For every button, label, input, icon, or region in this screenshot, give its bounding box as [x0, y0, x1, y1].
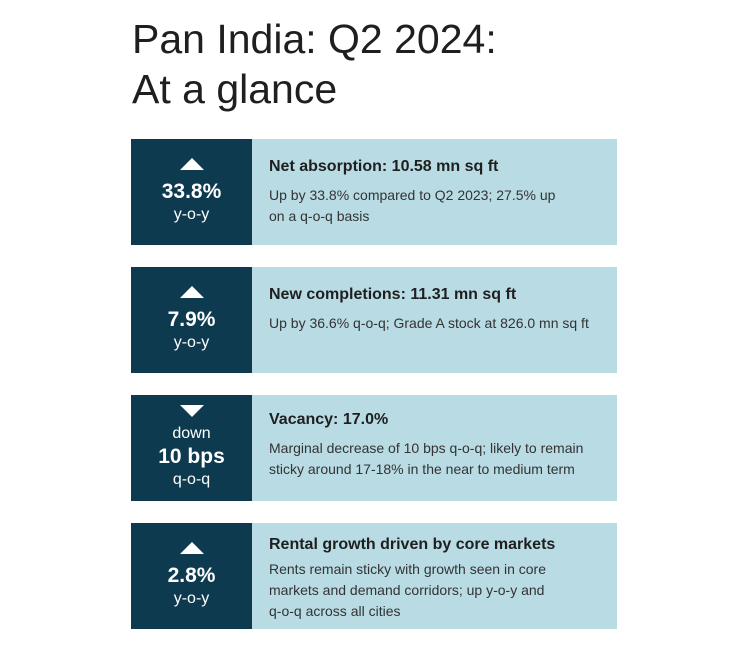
card-rental-growth: 2.8% y-o-y Rental growth driven by core … [131, 523, 617, 629]
stat-panel: 2.8% y-o-y [131, 523, 252, 629]
card-vacancy: down 10 bps q-o-q Vacancy: 17.0% Margina… [131, 395, 617, 501]
card-description: Up by 33.8% compared to Q2 2023; 27.5% u… [269, 187, 556, 224]
stat-unit: q-o-q [172, 471, 211, 488]
triangle-up-icon [179, 158, 204, 170]
card-net-absorption: 33.8% y-o-y Net absorption: 10.58 mn sq … [131, 139, 617, 245]
card-description: Marginal decrease of 10 bps q-o-q; likel… [269, 440, 584, 477]
triangle-down-icon [179, 405, 204, 417]
card-new-completions: 7.9% y-o-y New completions: 11.31 mn sq … [131, 267, 617, 373]
card-body: Rental growth driven by core markets Ren… [252, 523, 617, 629]
stat-value: 33.8% [161, 180, 222, 203]
card-body: Vacancy: 17.0% Marginal decrease of 10 b… [252, 395, 617, 501]
stat-value: 2.8% [167, 564, 216, 587]
stat-panel: down 10 bps q-o-q [131, 395, 252, 501]
stat-value: 7.9% [167, 308, 216, 331]
card-description: Rents remain sticky with growth seen in … [269, 561, 546, 619]
triangle-up-icon [179, 542, 204, 554]
title-line-1: Pan India: Q2 2024: [132, 16, 497, 62]
stat-unit: y-o-y [173, 590, 210, 607]
title-line-2: At a glance [132, 66, 338, 112]
page-title: Pan India: Q2 2024: At a glance [132, 14, 497, 114]
stat-prefix: down [172, 425, 211, 442]
card-body: New completions: 11.31 mn sq ft Up by 36… [252, 267, 617, 373]
card-body: Net absorption: 10.58 mn sq ft Up by 33.… [252, 139, 617, 245]
stat-unit: y-o-y [173, 206, 210, 223]
card-heading: New completions: 11.31 mn sq ft [269, 286, 517, 303]
card-description: Up by 36.6% q-o-q; Grade A stock at 826.… [269, 315, 589, 331]
stat-unit: y-o-y [173, 334, 210, 351]
triangle-up-icon [179, 286, 204, 298]
stat-panel: 33.8% y-o-y [131, 139, 252, 245]
stat-value: 10 bps [158, 445, 225, 468]
card-heading: Rental growth driven by core markets [269, 536, 556, 553]
stat-panel: 7.9% y-o-y [131, 267, 252, 373]
card-heading: Net absorption: 10.58 mn sq ft [269, 158, 499, 175]
card-heading: Vacancy: 17.0% [269, 411, 389, 428]
